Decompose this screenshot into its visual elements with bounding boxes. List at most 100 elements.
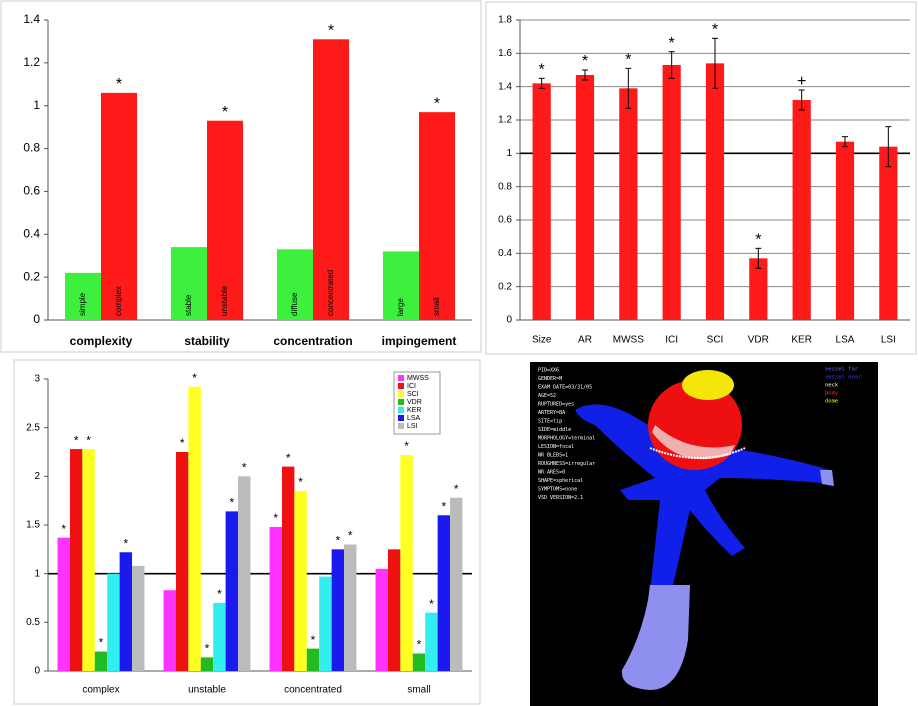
y-tick-label: 0.8 [23,141,40,155]
bar [207,120,244,320]
bar [69,449,83,671]
image-legend-label: dome [825,399,838,405]
image-info: MORPHOLOGY=terminal [538,436,595,442]
bar [170,247,207,320]
legend-label: KER [407,407,421,414]
legend-swatch [398,399,404,405]
bar [619,88,638,320]
bar [188,386,201,671]
x-tick-label: KER [791,335,812,346]
y-tick-label: 1 [506,148,512,159]
y-tick-label: 0.5 [26,617,40,628]
significance-marker: * [222,104,228,121]
image-legend-label: body [825,391,839,397]
legend-swatch [398,391,404,397]
significance-marker: * [229,496,234,510]
x-tick-label: complexity [70,334,133,348]
significance-marker: * [298,475,303,489]
y-tick-label: 0 [33,312,40,326]
significance-marker: * [328,23,334,40]
significance-marker: * [61,522,66,536]
y-tick-label: 0 [34,666,40,677]
bar [387,549,401,671]
bar-label: large [396,298,405,316]
image-info: AGE=52 [538,393,556,399]
x-tick-label: ICI [665,335,678,346]
y-tick-label: 0.6 [23,184,40,198]
significance-marker: * [205,642,210,656]
y-tick-label: 1 [33,98,40,112]
legend-label: MWSS [407,375,429,382]
bar [749,258,768,320]
bar [269,526,282,671]
significance-marker: * [429,597,434,611]
legend-label: ICI [407,383,416,390]
y-tick-label: 0.4 [498,248,512,259]
bar [319,576,332,671]
bar [200,657,214,671]
image-legend-label: vessel near [825,375,862,381]
bar [419,112,456,321]
significance-marker: * [454,482,459,496]
bar-label: diffuse [290,292,299,316]
legend-label: VDR [407,399,422,406]
significance-marker: * [273,511,278,525]
x-tick-label: AR [578,335,592,346]
image-info: NR ARES=0 [538,470,565,476]
bar [132,565,145,671]
panel-border [485,1,917,355]
bar [344,544,357,671]
bar [375,568,388,671]
legend-label: LSI [407,423,418,430]
image-info: LESION=focal [538,444,574,450]
image-info: ARTERY=BA [538,410,565,416]
significance-marker: * [217,587,222,601]
bar [331,549,345,671]
bar [879,146,898,320]
y-tick-label: 1.2 [23,55,40,69]
significance-marker: * [192,371,197,385]
significance-marker: * [441,499,446,513]
aneurysm-neck [649,447,746,459]
vessel-far [621,585,690,690]
bar [101,92,138,320]
significance-marker: * [74,433,79,447]
bar [382,251,419,320]
x-tick-label: complex [82,685,119,696]
bar [276,249,313,320]
x-tick-label: unstable [188,685,226,696]
bar [119,552,133,671]
significance-marker: + [797,73,806,90]
bar [450,497,463,671]
legend-swatch [398,423,404,429]
bar [306,648,320,671]
significance-marker: * [539,62,545,79]
y-tick-label: 2 [34,471,40,482]
x-tick-label: Size [532,335,552,346]
significance-marker: * [755,232,761,249]
y-tick-label: 0.4 [23,226,40,240]
y-tick-label: 0.8 [498,181,512,192]
bar [662,65,681,320]
bar [281,466,295,671]
significance-marker: * [242,461,247,475]
image-info: RUPTURED=yes [538,402,574,408]
y-tick-label: 0 [506,315,512,326]
bar [705,63,725,320]
x-tick-label: impingement [382,334,457,348]
legend-swatch [398,407,404,413]
bar [163,590,176,671]
bar [835,141,855,320]
image-legend-label: vessel far [825,367,859,373]
image-info: PID=XX6 [538,368,559,374]
bar [213,602,226,671]
significance-marker: * [99,636,104,650]
aneurysm-dome [682,370,734,400]
x-tick-label: VDR [748,335,769,346]
x-tick-label: small [407,685,430,696]
vessel-near [575,404,832,592]
significance-marker: * [404,439,409,453]
bar [792,100,811,320]
image-info: EXAM DATE=03/31/05 [538,385,592,391]
bar [294,490,307,671]
